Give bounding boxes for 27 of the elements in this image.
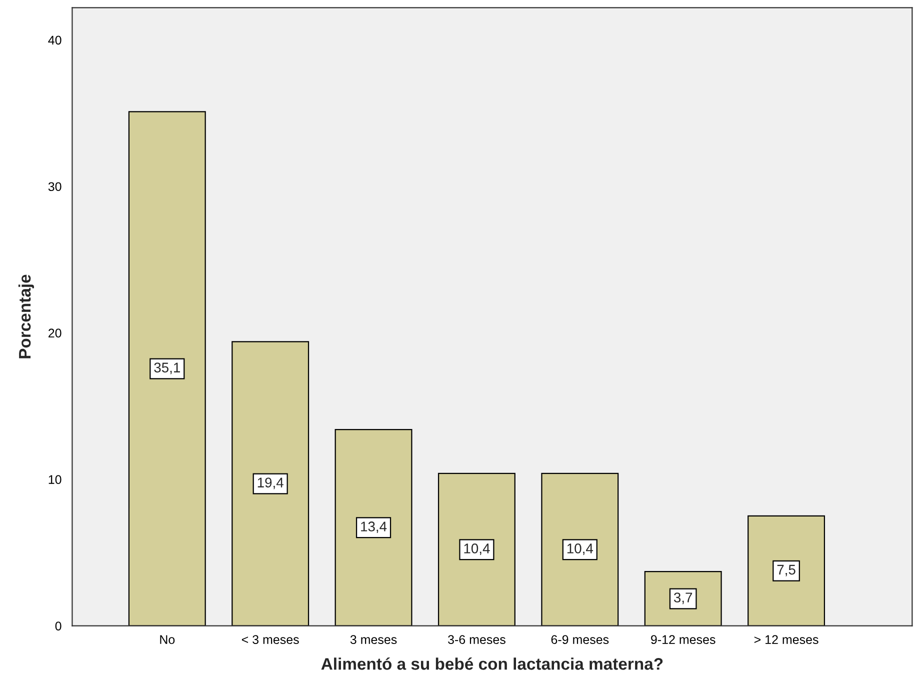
x-tick-label: 3-6 meses xyxy=(448,635,506,644)
y-tick-label: 40 xyxy=(48,36,62,45)
bar xyxy=(748,515,826,626)
data-label: 10,4 xyxy=(567,544,594,556)
bar xyxy=(128,111,206,626)
bar xyxy=(438,472,516,626)
x-tick-label: > 12 meses xyxy=(754,635,818,644)
data-label: 7,5 xyxy=(777,564,796,576)
data-label: 13,4 xyxy=(361,522,387,534)
y-tick-label: 30 xyxy=(48,182,62,192)
data-label: 10,4 xyxy=(464,544,490,556)
x-tick-label: 9-12 meses xyxy=(651,635,716,644)
bar xyxy=(334,428,412,626)
data-label: 3,7 xyxy=(674,592,692,604)
x-tick-label: < 3 meses xyxy=(242,635,299,644)
bar xyxy=(232,341,310,626)
x-tick-label: 3 meses xyxy=(350,635,397,644)
bar xyxy=(541,472,619,626)
y-tick-label: 0 xyxy=(55,622,62,630)
y-tick-label: 10 xyxy=(48,475,62,484)
data-label: 19,4 xyxy=(258,478,284,490)
y-axis-title: Porcentaje xyxy=(18,274,34,358)
data-label: 35,1 xyxy=(154,362,180,374)
x-axis-title: Alimentó a su bebé con lactancia materna? xyxy=(321,657,663,670)
x-tick-label: No xyxy=(160,635,175,644)
x-tick-label: 6-9 meses xyxy=(551,635,609,644)
y-tick-label: 20 xyxy=(48,328,62,338)
